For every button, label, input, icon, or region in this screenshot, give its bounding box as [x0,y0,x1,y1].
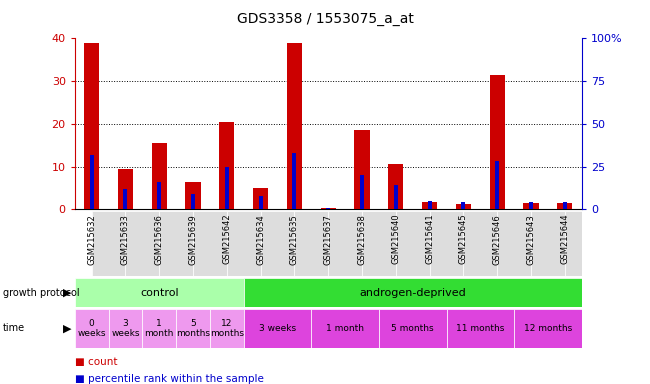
Text: GSM215641: GSM215641 [425,214,434,265]
Bar [557,203,573,209]
Bar [430,211,463,276]
Text: GSM215638: GSM215638 [358,214,367,265]
Text: control: control [140,288,179,298]
Bar [523,203,539,209]
Text: GSM215642: GSM215642 [222,214,231,265]
Text: ■ count: ■ count [75,357,117,367]
Bar [84,43,99,209]
Text: GSM215646: GSM215646 [493,214,502,265]
Bar [191,194,195,209]
Text: GSM215635: GSM215635 [290,214,299,265]
Bar [447,309,514,348]
Text: GSM215634: GSM215634 [256,214,265,265]
Text: GSM215633: GSM215633 [121,214,130,265]
Text: GSM215644: GSM215644 [560,214,569,265]
Bar [294,211,328,276]
Bar [210,309,244,348]
Text: 5
months: 5 months [176,319,210,338]
Bar [497,211,531,276]
Text: 3 weeks: 3 weeks [259,324,296,333]
Bar [379,309,447,348]
Bar [109,309,142,348]
Bar [489,75,505,209]
Text: 1 month: 1 month [326,324,364,333]
Text: GSM215643: GSM215643 [526,214,536,265]
Text: growth protocol: growth protocol [3,288,80,298]
Text: GSM215637: GSM215637 [324,214,333,265]
Bar [565,211,599,276]
Bar [193,211,227,276]
Text: GSM215640: GSM215640 [391,214,400,265]
Text: ▶: ▶ [63,323,72,333]
Bar [354,130,370,209]
Text: ▶: ▶ [63,288,72,298]
Bar [328,211,362,276]
Text: GSM215632: GSM215632 [87,214,96,265]
Bar [311,309,379,348]
Text: GSM215645: GSM215645 [459,214,468,265]
Text: ■ percentile rank within the sample: ■ percentile rank within the sample [75,374,264,384]
Text: androgen-deprived: androgen-deprived [359,288,466,298]
Bar [219,122,235,209]
Text: 0
weeks: 0 weeks [77,319,106,338]
Bar [394,185,398,209]
Bar [159,211,193,276]
Text: GSM215636: GSM215636 [155,214,164,265]
Bar [157,182,161,209]
Text: GDS3358 / 1553075_a_at: GDS3358 / 1553075_a_at [237,12,413,25]
Bar [261,211,294,276]
Bar [514,309,582,348]
Bar [422,202,437,209]
Bar [287,43,302,209]
Text: 5 months: 5 months [391,324,434,333]
Bar [495,161,499,209]
Text: GSM215639: GSM215639 [188,214,198,265]
Bar [118,169,133,209]
Bar [75,309,109,348]
Bar [75,278,244,307]
Bar [463,211,497,276]
Bar [360,175,364,209]
Bar [92,211,125,276]
Bar [176,309,210,348]
Text: 12
months: 12 months [210,319,244,338]
Bar [292,153,296,209]
Bar [151,143,167,209]
Text: 1
month: 1 month [144,319,174,338]
Bar [396,211,430,276]
Bar [124,189,127,209]
Bar [531,211,565,276]
Bar [244,309,311,348]
Bar [529,202,533,209]
Text: 11 months: 11 months [456,324,504,333]
Text: time: time [3,323,25,333]
Bar [326,208,330,209]
Bar [362,211,396,276]
Text: 3
weeks: 3 weeks [111,319,140,338]
Bar [563,202,567,209]
Bar [227,211,261,276]
Bar [90,155,94,209]
Bar [142,309,176,348]
Bar [125,211,159,276]
Bar [388,164,404,209]
Bar [244,278,582,307]
Bar [253,188,268,209]
Bar [185,182,201,209]
Text: 12 months: 12 months [524,324,572,333]
Bar [259,195,263,209]
Bar [462,202,465,209]
Bar [456,204,471,209]
Bar [225,167,229,209]
Bar [428,201,432,209]
